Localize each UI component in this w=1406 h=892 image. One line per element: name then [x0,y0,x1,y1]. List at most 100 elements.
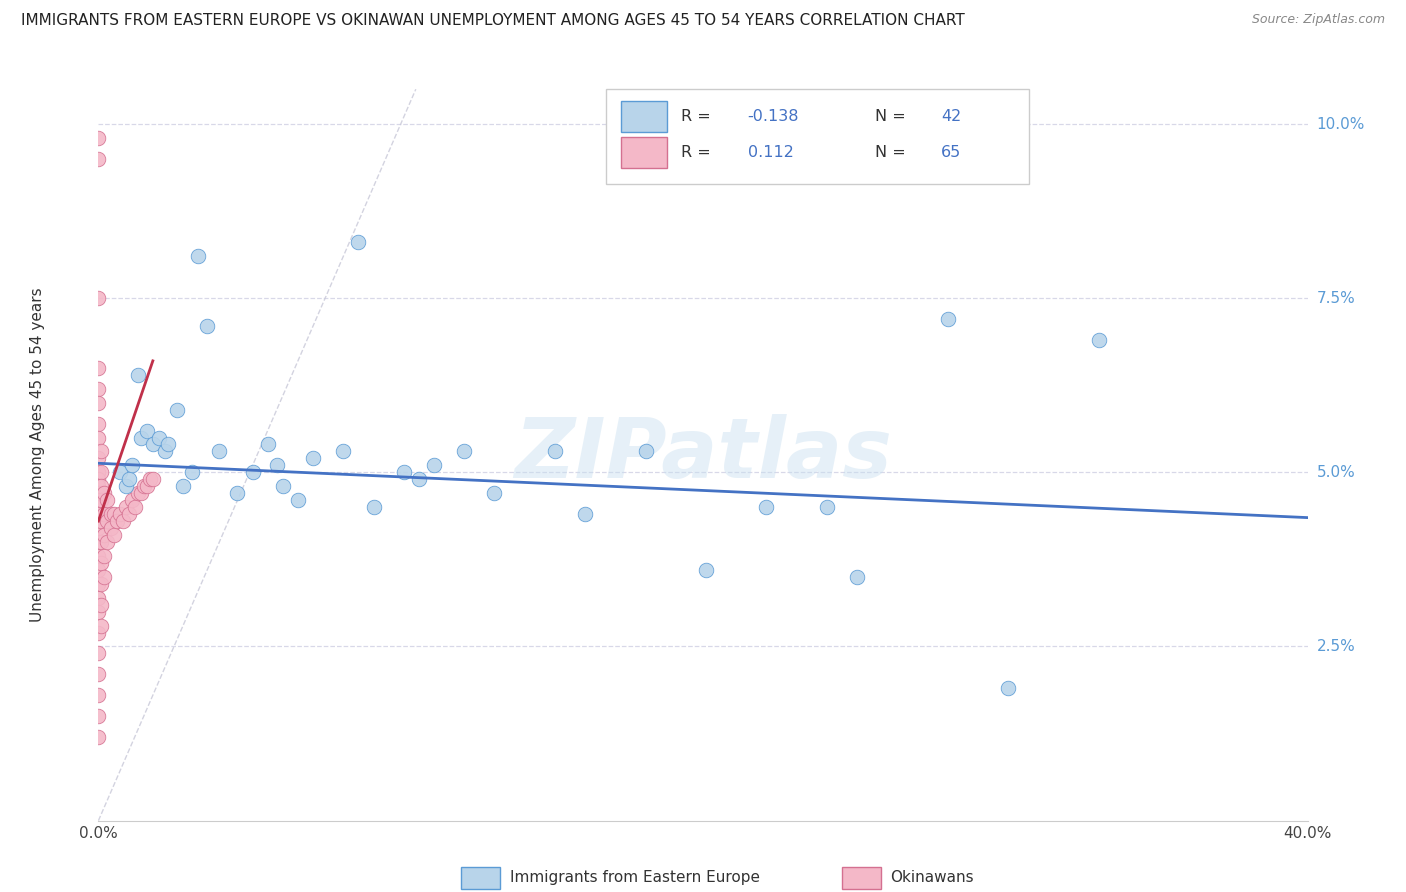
Point [118,472,141,486]
Point [87,360,110,375]
Point [114,479,136,493]
Point [87,709,110,723]
Point [108,466,131,480]
Point [90,576,112,591]
Point [129,430,152,444]
Point [392,466,415,480]
Text: Unemployment Among Ages 45 to 54 years: Unemployment Among Ages 45 to 54 years [31,287,45,623]
Point [93,486,115,500]
Point [90,598,112,612]
Point [166,402,188,417]
Point [87,395,110,409]
Point [87,507,110,521]
Point [93,549,115,563]
Point [96,514,118,528]
Point [87,430,110,444]
Point [302,451,325,466]
Point [87,514,110,528]
Point [87,549,110,563]
Point [242,466,264,480]
Point [87,472,110,486]
Point [100,507,122,521]
Point [127,486,149,500]
Point [347,235,370,250]
Point [139,472,162,486]
Point [87,479,110,493]
Point [256,437,278,451]
FancyBboxPatch shape [606,89,1029,185]
Point [96,493,118,508]
Point [87,291,110,305]
Point [634,444,657,458]
Point [114,500,136,515]
Text: N =: N = [875,145,911,161]
Point [111,514,134,528]
Point [87,730,110,744]
Point [87,382,110,396]
Text: 2.5%: 2.5% [1316,639,1355,654]
Text: IMMIGRANTS FROM EASTERN EUROPE VS OKINAWAN UNEMPLOYMENT AMONG AGES 45 TO 54 YEAR: IMMIGRANTS FROM EASTERN EUROPE VS OKINAW… [21,13,965,29]
Point [271,479,294,493]
Point [127,368,149,382]
Point [695,563,717,577]
Point [87,667,110,681]
Point [87,493,110,508]
Point [90,479,112,493]
Point [93,528,115,542]
Text: -0.138: -0.138 [748,109,799,124]
Point [87,591,110,605]
Point [103,528,125,542]
Point [142,437,165,451]
Point [108,507,131,521]
Point [156,437,179,451]
Text: R =: R = [682,109,716,124]
Point [87,131,110,145]
Point [195,319,218,334]
FancyBboxPatch shape [621,137,666,169]
Point [87,535,110,549]
Point [93,570,115,584]
FancyBboxPatch shape [842,867,880,888]
Text: 7.5%: 7.5% [1316,291,1355,306]
Point [363,500,385,515]
Text: 65: 65 [941,145,962,161]
Text: Immigrants from Eastern Europe: Immigrants from Eastern Europe [509,871,759,885]
Point [90,466,112,480]
Point [100,521,122,535]
Point [87,466,110,480]
Point [87,563,110,577]
Point [135,479,157,493]
Text: 10.0%: 10.0% [1316,117,1365,131]
Point [997,681,1019,696]
Text: 0.112: 0.112 [748,145,793,161]
Point [90,535,112,549]
Point [87,521,110,535]
Point [93,507,115,521]
FancyBboxPatch shape [621,101,666,132]
Text: 42: 42 [941,109,962,124]
Point [87,152,110,166]
Point [936,312,959,326]
Point [87,576,110,591]
Point [815,500,838,515]
Point [423,458,446,473]
Point [121,458,143,473]
Point [87,417,110,431]
Point [124,500,146,515]
Point [408,472,430,486]
Text: Source: ZipAtlas.com: Source: ZipAtlas.com [1251,13,1385,27]
Text: Okinawans: Okinawans [890,871,974,885]
Point [287,493,309,508]
Point [187,249,209,263]
Point [118,507,141,521]
Point [574,507,596,521]
Text: R =: R = [682,145,721,161]
Point [96,535,118,549]
Text: 5.0%: 5.0% [1316,465,1355,480]
Point [121,493,143,508]
Point [332,444,354,458]
Point [87,451,110,466]
Point [87,625,110,640]
Point [1088,333,1111,347]
Point [266,458,288,473]
